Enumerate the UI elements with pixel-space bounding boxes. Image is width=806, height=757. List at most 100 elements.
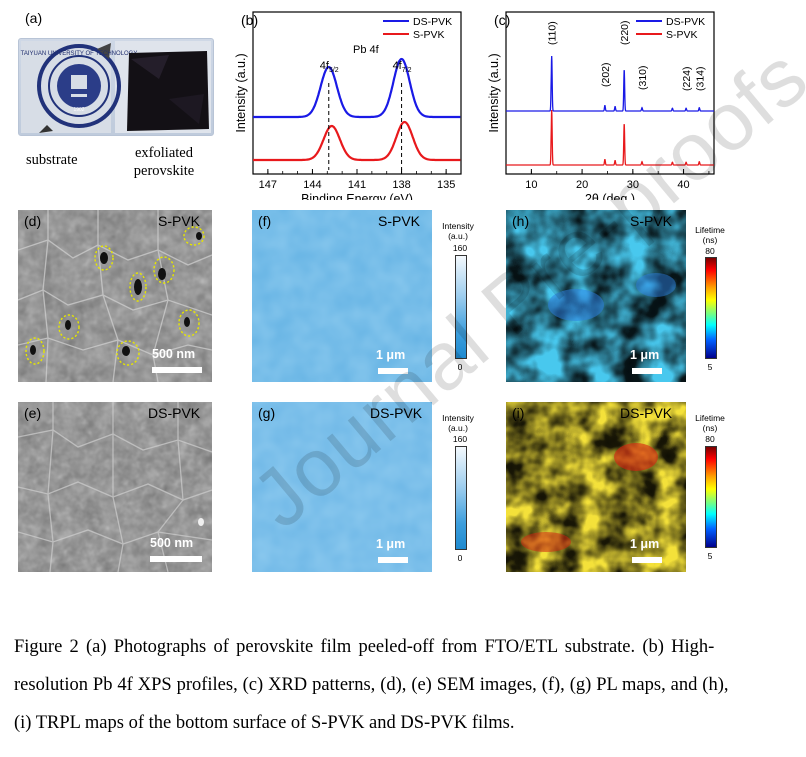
scalebar-text-f: 1 μm — [376, 348, 406, 362]
colorbar-h-title: Lifetime (ns) — [688, 225, 732, 245]
scalebar-f — [378, 368, 408, 374]
colorbar-f-max: 160 — [452, 243, 468, 253]
colorbar-g-max: 160 — [452, 434, 468, 444]
peak-label: 4f7/2 — [393, 60, 412, 74]
seal-text: TAIYUAN UNIVERSITY OF TECHNOLOGY — [21, 51, 138, 57]
panel-label-b: (b) — [241, 12, 258, 28]
pl-texture-f — [252, 210, 432, 382]
panel-label-a: (a) — [25, 10, 43, 26]
plot-frame — [505, 11, 715, 175]
peak-label: (314) — [694, 66, 706, 91]
peak-label: (220) — [619, 20, 631, 45]
colorbar-g-title2: (a.u.) — [448, 423, 468, 433]
peak-label: (202) — [600, 62, 612, 87]
xps-chart: 147 144 141 138 135 Binding Energy (eV) Intens… — [234, 11, 462, 200]
substrate-seal-image: TAIYUAN UNIVERSITY OF TECHNOLOGY 1902 — [21, 41, 211, 133]
series-line-s-pvk — [506, 109, 714, 166]
pl-map-f: (f) S-PVK 1 μm — [252, 210, 432, 382]
colorbar-g-title1: Intensity — [442, 413, 474, 423]
colorbar-h-min: 5 — [707, 362, 713, 372]
trpl-map-i: (i) DS-PVK 1 μm — [506, 402, 686, 572]
colorbar-f-title2: (a.u.) — [448, 231, 468, 241]
x-tick-label: 30 — [627, 179, 639, 191]
substrate-caption: substrate — [26, 152, 78, 168]
series-line-s-pvk — [253, 120, 461, 162]
sample-label-f: S-PVK — [378, 213, 421, 229]
sample-label-e: DS-PVK — [148, 405, 201, 421]
pl-map-g: (g) DS-PVK 1 μm — [252, 402, 432, 572]
caption-line-2: resolution Pb 4f XPS profiles, (c) XRD p… — [14, 675, 729, 695]
sem-texture-d — [18, 210, 212, 382]
pl-texture-g — [252, 402, 432, 572]
seal-year: 1902 — [73, 107, 84, 113]
scalebar-h — [632, 368, 662, 374]
series-line-ds-pvk — [506, 55, 714, 112]
colorbar-i-title: Lifetime (ns) — [688, 413, 732, 433]
legend-label: DS-PVK — [413, 16, 452, 28]
xps-annotation: Pb 4f — [353, 44, 380, 56]
y-axis-label: Intensity (a.u.) — [234, 53, 248, 132]
scalebar-text-d: 500 nm — [152, 347, 196, 361]
panel-label-d: (d) — [24, 213, 42, 229]
colorbar-g-min: 0 — [457, 553, 463, 563]
panel-label-h: (h) — [512, 213, 530, 229]
scalebar-d — [152, 367, 202, 373]
colorbar-h-title1: Lifetime — [695, 225, 725, 235]
panel-label-c: (c) — [494, 12, 510, 28]
panel-label-i: (i) — [512, 405, 525, 421]
scalebar-text-e: 500 nm — [150, 536, 194, 550]
sem-texture-e — [18, 402, 212, 572]
x-tick-label: 144 — [303, 179, 321, 191]
colorbar-i-min: 5 — [707, 551, 713, 561]
panel-label-e: (e) — [24, 405, 42, 421]
peak-label: (224) — [681, 66, 693, 91]
sem-image-e: (e) DS-PVK 500 nm — [18, 402, 212, 572]
colorbar-h-max: 80 — [705, 246, 715, 256]
colorbar-i-title2: (ns) — [702, 423, 718, 433]
sample-label-i: DS-PVK — [620, 405, 673, 421]
x-tick-label: 135 — [437, 179, 455, 191]
exfoliated-caption: exfoliated perovskite — [132, 144, 196, 180]
scalebar-text-h: 1 μm — [630, 348, 660, 362]
caption-line-1: Figure 2 (a) Photographs of perovskite f… — [14, 637, 715, 657]
peak-label: (110) — [547, 21, 559, 45]
trpl-texture-i — [506, 402, 686, 572]
colorbar-f-title1: Intensity — [442, 221, 474, 231]
figure-caption: Figure 2 (a) Photographs of perovskite f… — [14, 628, 794, 742]
sample-label-h: S-PVK — [630, 213, 673, 229]
panel-label-f: (f) — [258, 213, 272, 229]
scalebar-g — [378, 557, 408, 563]
scalebar-i — [632, 557, 662, 563]
scalebar-text-i: 1 μm — [630, 537, 660, 551]
x-axis-label: 2θ (deg.) — [585, 192, 635, 200]
colorbar-i-title1: Lifetime — [695, 413, 725, 423]
xrd-chart: 10 20 30 40 2θ (deg.) Intensity (a.u.) DS-PVKS… — [487, 11, 715, 200]
scalebar-text-g: 1 μm — [376, 537, 406, 551]
colorbar-f-min: 0 — [457, 362, 463, 372]
trpl-map-h: (h) S-PVK 1 μm — [506, 210, 686, 382]
colorbar-h-gradient — [705, 257, 717, 359]
x-axis-label: Binding Energy (eV) — [301, 192, 413, 200]
colorbar-i-gradient — [705, 446, 717, 548]
x-tick-label: 147 — [259, 179, 277, 191]
exfoliated-caption-line1: exfoliated — [135, 145, 193, 161]
colorbar-g-title: Intensity (a.u.) — [436, 413, 480, 433]
x-tick-label: 10 — [525, 179, 537, 191]
colorbar-g-gradient — [455, 446, 467, 550]
panel-label-g: (g) — [258, 405, 276, 421]
colorbar-h-title2: (ns) — [702, 235, 718, 245]
colorbar-f-title: Intensity (a.u.) — [436, 221, 480, 241]
sample-label-g: DS-PVK — [370, 405, 423, 421]
sample-label-d: S-PVK — [158, 213, 201, 229]
series-line-ds-pvk — [253, 57, 461, 119]
x-tick-label: 40 — [677, 179, 689, 191]
legend-label: S-PVK — [666, 29, 698, 41]
caption-line-3: (i) TRPL maps of the bottom surface of S… — [14, 713, 515, 733]
x-tick-label: 20 — [576, 179, 588, 191]
exfoliated-caption-line2: perovskite — [133, 163, 195, 179]
colorbar-f-gradient — [455, 255, 467, 359]
y-axis-label: Intensity (a.u.) — [487, 53, 501, 132]
sem-image-d: (d) S-PVK 500 nm — [18, 210, 212, 382]
peak-label: 4f5/2 — [320, 60, 339, 74]
x-tick-label: 138 — [392, 179, 410, 191]
